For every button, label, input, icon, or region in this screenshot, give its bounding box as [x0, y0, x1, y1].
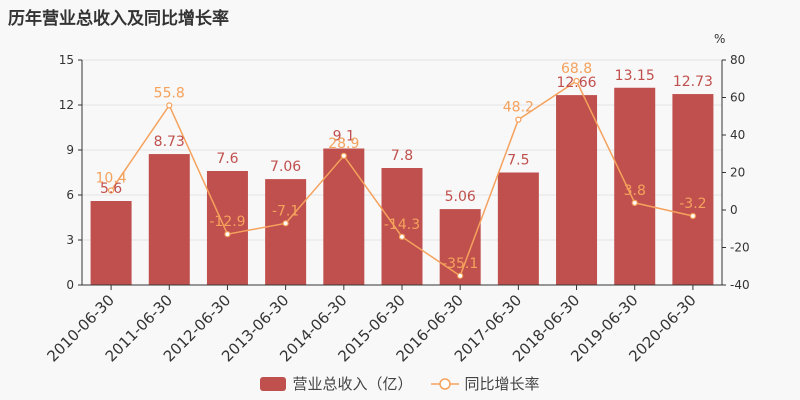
- bar: [497, 172, 539, 285]
- chart-title: 历年营业总收入及同比增长率: [8, 9, 229, 29]
- growth-value-label: -7.1: [272, 203, 299, 219]
- legend-bar-swatch: [260, 376, 287, 391]
- bar-value-label: 7.6: [216, 151, 238, 167]
- growth-point: [166, 102, 173, 109]
- y-right-tick-label: 60: [730, 91, 745, 105]
- legend-label-revenue: 营业总收入（亿）: [292, 375, 413, 393]
- growth-value-label: -35.1: [442, 256, 478, 272]
- bar-value-label: 8.73: [154, 134, 185, 150]
- bar: [556, 95, 598, 285]
- y-right-tick-label: 0: [730, 203, 738, 217]
- bar-value-label: 7.8: [391, 148, 413, 164]
- y-right-tick-label: -40: [730, 278, 750, 292]
- legend-line-swatch: [430, 377, 459, 390]
- growth-point: [282, 220, 289, 227]
- y-right-tick-label: -20: [730, 241, 750, 255]
- growth-point: [398, 233, 406, 240]
- bar-value-label: 5.6: [100, 181, 122, 197]
- bar: [90, 201, 132, 285]
- legend: 营业总收入（亿） 同比增长率: [0, 373, 800, 394]
- legend-item-revenue[interactable]: 营业总收入（亿）: [260, 373, 413, 394]
- bar-value-label: 7.5: [507, 153, 529, 169]
- bar: [265, 179, 307, 285]
- growth-point: [631, 199, 638, 206]
- growth-point: [689, 212, 697, 220]
- bar-value-label: 5.06: [445, 189, 476, 205]
- bar-value-label: 13.15: [615, 68, 655, 84]
- chart-svg: 03691215-40-20020406080%2010-06-302011-0…: [44, 32, 750, 365]
- y-right-tick-label: 40: [730, 128, 745, 142]
- y-right-unit: %: [714, 32, 725, 46]
- growth-value-label: 48.2: [503, 100, 534, 116]
- growth-point: [107, 187, 115, 194]
- y-right-tick-label: 80: [730, 53, 745, 67]
- growth-value-label: -12.9: [209, 214, 245, 230]
- bar: [614, 87, 656, 285]
- bar-series: [90, 87, 714, 285]
- y-left-tick-label: 15: [59, 53, 74, 67]
- bar: [381, 168, 423, 285]
- growth-point: [224, 231, 231, 238]
- y-right-tick-label: 20: [730, 166, 745, 180]
- bar: [148, 154, 190, 285]
- growth-value-label: 68.8: [561, 61, 592, 77]
- bar: [439, 209, 481, 285]
- bar: [206, 171, 248, 285]
- y-left-tick-label: 0: [66, 278, 74, 292]
- bar-value-label: 12.66: [556, 75, 596, 91]
- bar: [323, 148, 365, 285]
- growth-point: [573, 77, 580, 85]
- growth-value-label: 55.8: [154, 85, 185, 101]
- growth-point: [515, 116, 522, 123]
- legend-label-growth: 同比增长率: [464, 375, 540, 393]
- line-series: [107, 77, 697, 279]
- growth-value-label: 28.9: [328, 136, 359, 152]
- y-left-tick-label: 3: [66, 233, 74, 247]
- bar-value-label: 12.73: [673, 74, 713, 90]
- y-left-tick-label: 9: [66, 143, 74, 157]
- legend-item-growth[interactable]: 同比增长率: [430, 373, 540, 394]
- bar: [672, 94, 714, 285]
- growth-value-label: -14.3: [384, 217, 420, 233]
- growth-value-label: -3.2: [679, 196, 706, 212]
- bar-value-label: 9.1: [333, 129, 355, 145]
- growth-value-label: 3.8: [624, 183, 646, 199]
- data-labels: 5.6 8.73 7.6 7.06 9.1 7.8 5.06 7.5 12.66 13.15 12.…: [96, 61, 713, 272]
- y-left-tick-label: 6: [66, 188, 74, 202]
- growth-point: [340, 152, 347, 159]
- growth-value-label: 10.4: [96, 171, 127, 187]
- y-left-tick-label: 12: [59, 98, 74, 112]
- growth-point: [457, 272, 464, 279]
- bar-value-label: 7.06: [270, 159, 301, 175]
